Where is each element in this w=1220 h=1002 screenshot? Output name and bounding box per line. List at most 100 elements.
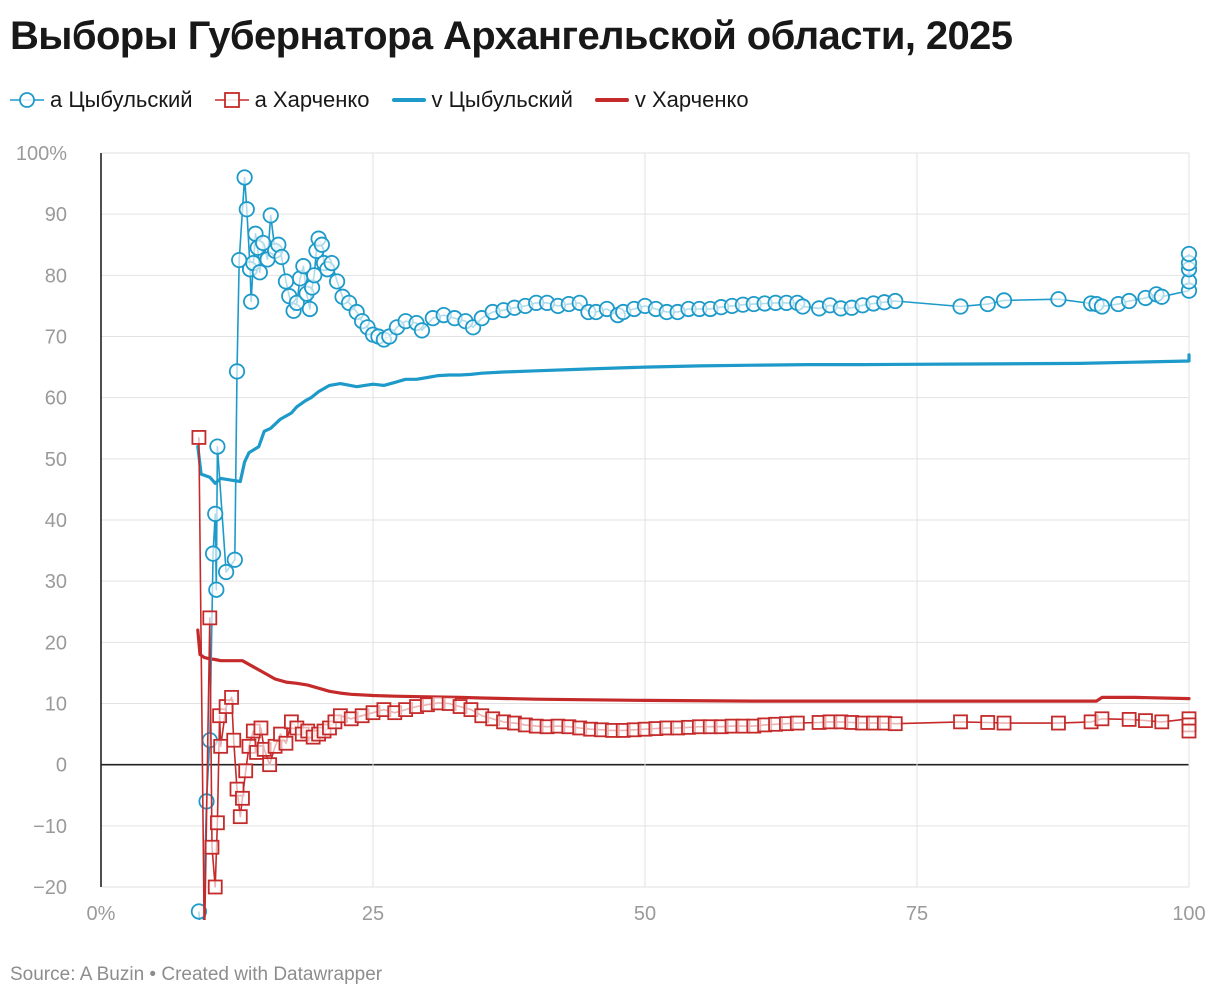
circle-marker-icon (10, 92, 44, 108)
data-point (235, 790, 250, 806)
y-tick-label: 30 (45, 571, 67, 593)
legend-label: v Цыбульский (431, 87, 573, 112)
data-point (1093, 298, 1111, 315)
line-marker-icon (391, 98, 426, 102)
x-tick-label: 100 (1172, 903, 1205, 925)
x-tick-label: 75 (906, 903, 928, 925)
plot-area (190, 169, 1198, 960)
data-point (295, 258, 312, 275)
data-point (278, 735, 294, 751)
data-point (1138, 713, 1153, 729)
data-point (226, 732, 242, 748)
data-point (255, 234, 272, 252)
data-point (253, 720, 269, 736)
data-point (996, 715, 1012, 731)
x-tick-label: 25 (362, 903, 384, 925)
data-point (195, 959, 209, 960)
data-point (207, 879, 223, 895)
data-point (202, 610, 218, 626)
data-point (224, 689, 239, 705)
y-tick-label: 90 (45, 204, 67, 226)
y-tick-label: 0 (56, 755, 67, 777)
y-tick-label: −20 (33, 877, 67, 899)
data-point (952, 298, 969, 315)
data-point (995, 292, 1013, 309)
data-point (1121, 712, 1137, 727)
y-tick-label: 100% (16, 143, 67, 165)
data-point (208, 581, 225, 598)
data-point (789, 715, 805, 731)
data-point (262, 757, 278, 773)
series-line (196, 628, 1191, 703)
data-point (301, 300, 318, 318)
legend-label: v Харченко (634, 87, 749, 112)
data-point (210, 815, 225, 831)
data-point (228, 363, 246, 380)
series-line (196, 353, 1191, 485)
data-point (226, 551, 243, 568)
data-point (209, 438, 226, 455)
data-point (1153, 288, 1170, 305)
data-point (198, 942, 211, 955)
data-point (207, 505, 224, 522)
data-point (238, 763, 254, 779)
credit-text: Created with Datawrapper (161, 964, 383, 985)
legend-item-a-tsybulsky: а Цыбульский (10, 87, 193, 113)
data-point (251, 264, 268, 281)
x-tick-label: 0% (87, 903, 116, 925)
data-point (980, 715, 996, 730)
legend-label: а Цыбульский (50, 87, 193, 112)
data-point (328, 273, 346, 290)
data-point (288, 294, 305, 311)
data-point (1094, 711, 1110, 727)
data-point (218, 563, 235, 581)
data-point (887, 292, 904, 310)
data-point (1051, 715, 1066, 731)
y-tick-label: 50 (45, 449, 67, 471)
legend: а Цыбульский а Харченко v Цыбульский v Х… (10, 86, 771, 114)
footer-separator: • (144, 964, 162, 985)
data-point (1180, 245, 1198, 263)
y-tick-label: 20 (45, 632, 67, 654)
data-point (979, 295, 996, 313)
data-point (887, 716, 903, 732)
data-point (1121, 292, 1138, 310)
data-point (191, 430, 207, 445)
y-tick-label: −10 (33, 816, 67, 838)
legend-item-a-kharchenko: а Харченко (214, 87, 370, 113)
data-point (413, 322, 431, 339)
source-text: Source: A Buzin (10, 964, 145, 985)
data-point (1181, 723, 1197, 739)
line-marker-icon (594, 98, 629, 102)
data-point (204, 839, 220, 855)
y-tick-label: 40 (45, 510, 67, 532)
y-tick-label: 80 (45, 265, 67, 287)
square-marker-icon (214, 92, 249, 108)
data-point (236, 169, 253, 186)
data-point (243, 293, 260, 310)
y-tick-label: 70 (45, 327, 67, 349)
y-tick-label: 10 (45, 694, 67, 716)
data-point (313, 236, 330, 253)
x-tick-label: 50 (634, 903, 656, 925)
data-point (238, 201, 255, 218)
data-point (1154, 714, 1170, 730)
legend-item-v-tsybulsky: v Цыбульский (391, 87, 573, 113)
footer: Source: A Buzin • Created with Datawrapp… (10, 964, 382, 986)
chart-title: Выборы Губернатора Архангельской области… (10, 14, 1013, 58)
data-point (213, 738, 229, 754)
data-point (953, 714, 968, 730)
data-point (190, 903, 208, 920)
data-point (323, 255, 340, 272)
data-point (277, 273, 295, 290)
data-point (794, 298, 811, 315)
data-point (204, 545, 222, 562)
data-point (1050, 291, 1067, 308)
y-tick-label: 60 (45, 388, 67, 410)
data-point (273, 248, 290, 266)
legend-item-v-kharchenko: v Харченко (594, 87, 749, 113)
data-point (306, 267, 323, 284)
data-point (232, 809, 248, 825)
data-point (262, 207, 279, 224)
